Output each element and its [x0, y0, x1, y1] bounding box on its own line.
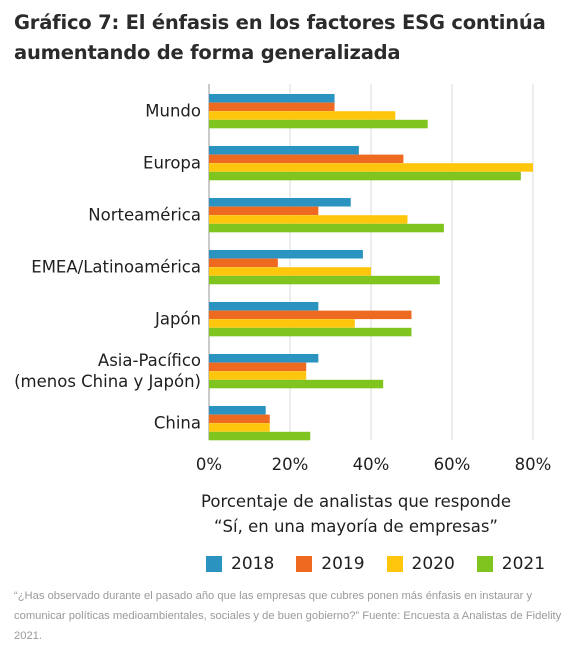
bar-2020 — [209, 319, 355, 328]
x-axis-label-line-1: Porcentaje de analistas que responde — [200, 492, 511, 511]
legend-label: 2021 — [501, 554, 546, 574]
bar-2020 — [209, 111, 396, 120]
legend-item: 2021 — [476, 554, 546, 574]
legend-label: 2019 — [321, 554, 365, 574]
bar-2018 — [209, 406, 266, 415]
legend: 2018 2019 2020 2021 — [206, 552, 567, 576]
category-label: EMEA/Latinoamérica — [31, 258, 201, 277]
bar-2019 — [209, 154, 404, 164]
x-tick-label: 20% — [272, 455, 309, 474]
x-axis-label: Porcentaje de analistas que responde “Sí… — [150, 489, 562, 539]
bar-2019 — [209, 206, 319, 216]
bar-2020 — [209, 267, 371, 276]
x-tick-label: 40% — [353, 455, 390, 474]
bar-2020 — [209, 423, 270, 432]
category-label: Asia-Pacífico — [98, 351, 201, 370]
category-label: Japón — [154, 310, 201, 329]
legend-swatch — [386, 556, 403, 572]
bar-2021 — [209, 171, 521, 181]
bar-2018 — [209, 250, 363, 259]
x-axis-label-line-2: “Sí, en una mayoría de empresas” — [214, 517, 498, 536]
bar-2019 — [209, 414, 270, 424]
bar-2018 — [209, 146, 359, 155]
legend-item: 2018 — [206, 554, 274, 574]
x-tick-label: 80% — [515, 455, 552, 474]
x-tick-label: 0% — [196, 455, 222, 474]
chart-title: Gráfico 7: El énfasis en los factores ES… — [14, 11, 546, 64]
legend-item: 2020 — [386, 554, 455, 574]
category-label: China — [154, 414, 201, 433]
bar-2020 — [209, 215, 408, 224]
bar-2021 — [209, 327, 412, 337]
legend-label: 2020 — [411, 554, 455, 574]
legend-swatch — [206, 556, 222, 572]
bar-2021 — [209, 379, 384, 389]
bar-2018 — [209, 198, 351, 207]
bar-2019 — [209, 102, 335, 112]
legend-swatch — [296, 556, 313, 572]
category-label: Norteamérica — [88, 206, 201, 225]
bar-2019 — [209, 258, 278, 268]
category-label: Europa — [143, 154, 201, 173]
bar-2021 — [209, 119, 428, 129]
legend-label: 2018 — [231, 554, 275, 574]
bar-2020 — [209, 371, 307, 380]
category-label: Mundo — [145, 102, 201, 121]
category-label: (menos China y Japón) — [14, 372, 201, 391]
bar-2018 — [209, 302, 319, 311]
bar-2021 — [209, 431, 311, 441]
bar-2018 — [209, 94, 335, 103]
bar-2018 — [209, 354, 319, 363]
legend-swatch — [476, 556, 493, 572]
footnote: “¿Has observado durante el pasado año qu… — [14, 590, 562, 642]
x-tick-label: 60% — [434, 455, 471, 474]
bar-2019 — [209, 310, 412, 320]
bar-2019 — [209, 362, 307, 372]
legend-item: 2019 — [296, 554, 365, 574]
bar-2021 — [209, 275, 440, 285]
bar-2021 — [209, 223, 444, 233]
bar-2020 — [209, 163, 533, 172]
